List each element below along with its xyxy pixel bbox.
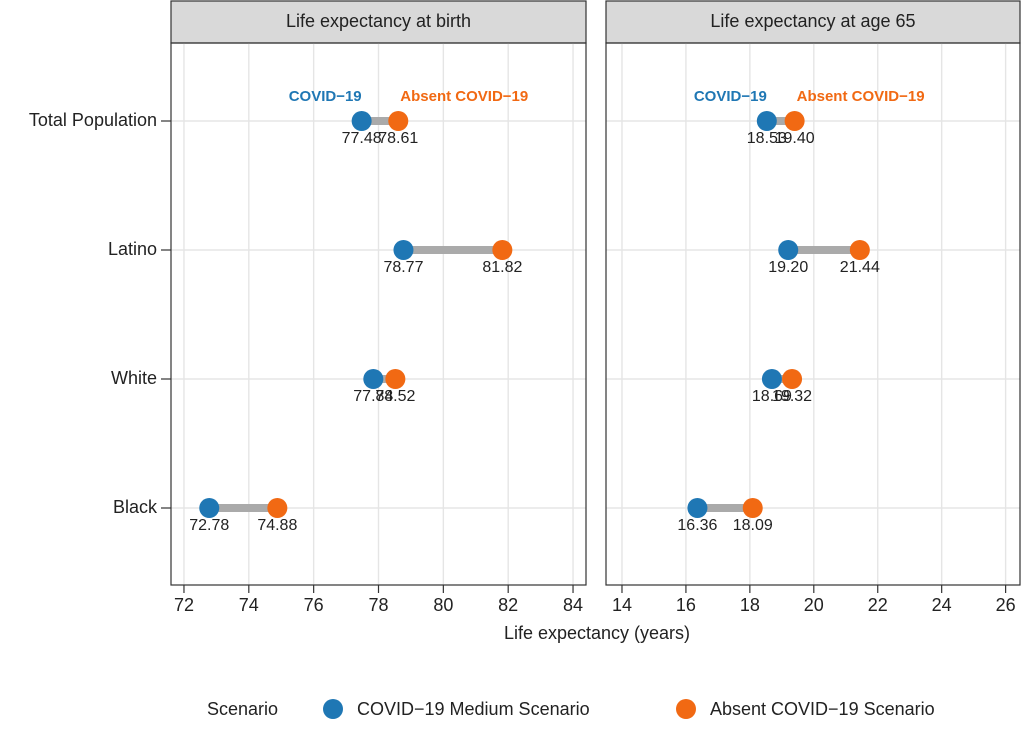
y-tick-label: Latino	[108, 239, 157, 259]
x-tick-label: 82	[498, 595, 518, 615]
annotation: COVID−19	[694, 88, 767, 105]
dot	[388, 111, 409, 131]
legend-title: Scenario	[207, 699, 278, 719]
value-label: 19.32	[772, 388, 812, 405]
value-label: 78.52	[375, 388, 415, 405]
dot	[761, 369, 782, 389]
legend-marker	[676, 699, 696, 719]
value-label: 78.61	[378, 130, 418, 147]
x-tick-label: 22	[868, 595, 888, 615]
annotation: COVID−19	[289, 88, 362, 105]
panel-border	[605, 42, 1021, 586]
legend-label: Absent COVID−19 Scenario	[710, 699, 935, 719]
value-label: 74.88	[257, 517, 297, 534]
value-label: 21.44	[840, 259, 880, 276]
dot	[782, 369, 803, 389]
dot	[687, 498, 708, 518]
dot	[778, 240, 799, 260]
x-tick-label: 80	[433, 595, 453, 615]
dot	[742, 498, 763, 518]
dot	[756, 111, 777, 131]
x-tick-label: 76	[304, 595, 324, 615]
dot	[199, 498, 220, 518]
x-tick-label: 72	[174, 595, 194, 615]
value-label: 77.84	[353, 388, 393, 405]
x-tick-label: 14	[612, 595, 632, 615]
value-label: 77.48	[342, 130, 382, 147]
x-tick-label: 16	[676, 595, 696, 615]
x-tick-label: 20	[804, 595, 824, 615]
x-tick-label: 74	[239, 595, 259, 615]
dot	[363, 369, 384, 389]
dot	[784, 111, 805, 131]
y-tick-label: Total Population	[29, 110, 157, 130]
x-tick-label: 18	[740, 595, 760, 615]
panel-title: Life expectancy at birth	[286, 11, 471, 31]
y-tick-label: White	[111, 368, 157, 388]
value-label: 18.53	[747, 130, 787, 147]
dot	[492, 240, 513, 260]
value-label: 19.40	[775, 130, 815, 147]
dot	[351, 111, 372, 131]
value-label: 78.77	[383, 259, 423, 276]
panel-title: Life expectancy at age 65	[710, 11, 915, 31]
x-tick-label: 24	[932, 595, 952, 615]
value-label: 81.82	[482, 259, 522, 276]
strip	[170, 0, 587, 44]
dot	[385, 369, 406, 389]
x-tick-label: 26	[996, 595, 1016, 615]
value-label: 72.78	[189, 517, 229, 534]
value-label: 16.36	[677, 517, 717, 534]
x-axis-label: Life expectancy (years)	[504, 623, 690, 643]
dot	[267, 498, 288, 518]
x-tick-label: 84	[563, 595, 583, 615]
value-label: 18.69	[752, 388, 792, 405]
dot	[393, 240, 414, 260]
annotation: Absent COVID−19	[400, 88, 528, 105]
y-tick-label: Black	[113, 497, 158, 517]
legend-marker	[323, 699, 343, 719]
x-tick-label: 78	[368, 595, 388, 615]
dot	[849, 240, 870, 260]
annotation: Absent COVID−19	[797, 88, 925, 105]
panel-border	[170, 42, 587, 586]
value-label: 19.20	[768, 259, 808, 276]
strip	[605, 0, 1021, 44]
legend-label: COVID−19 Medium Scenario	[357, 699, 590, 719]
value-label: 18.09	[733, 517, 773, 534]
